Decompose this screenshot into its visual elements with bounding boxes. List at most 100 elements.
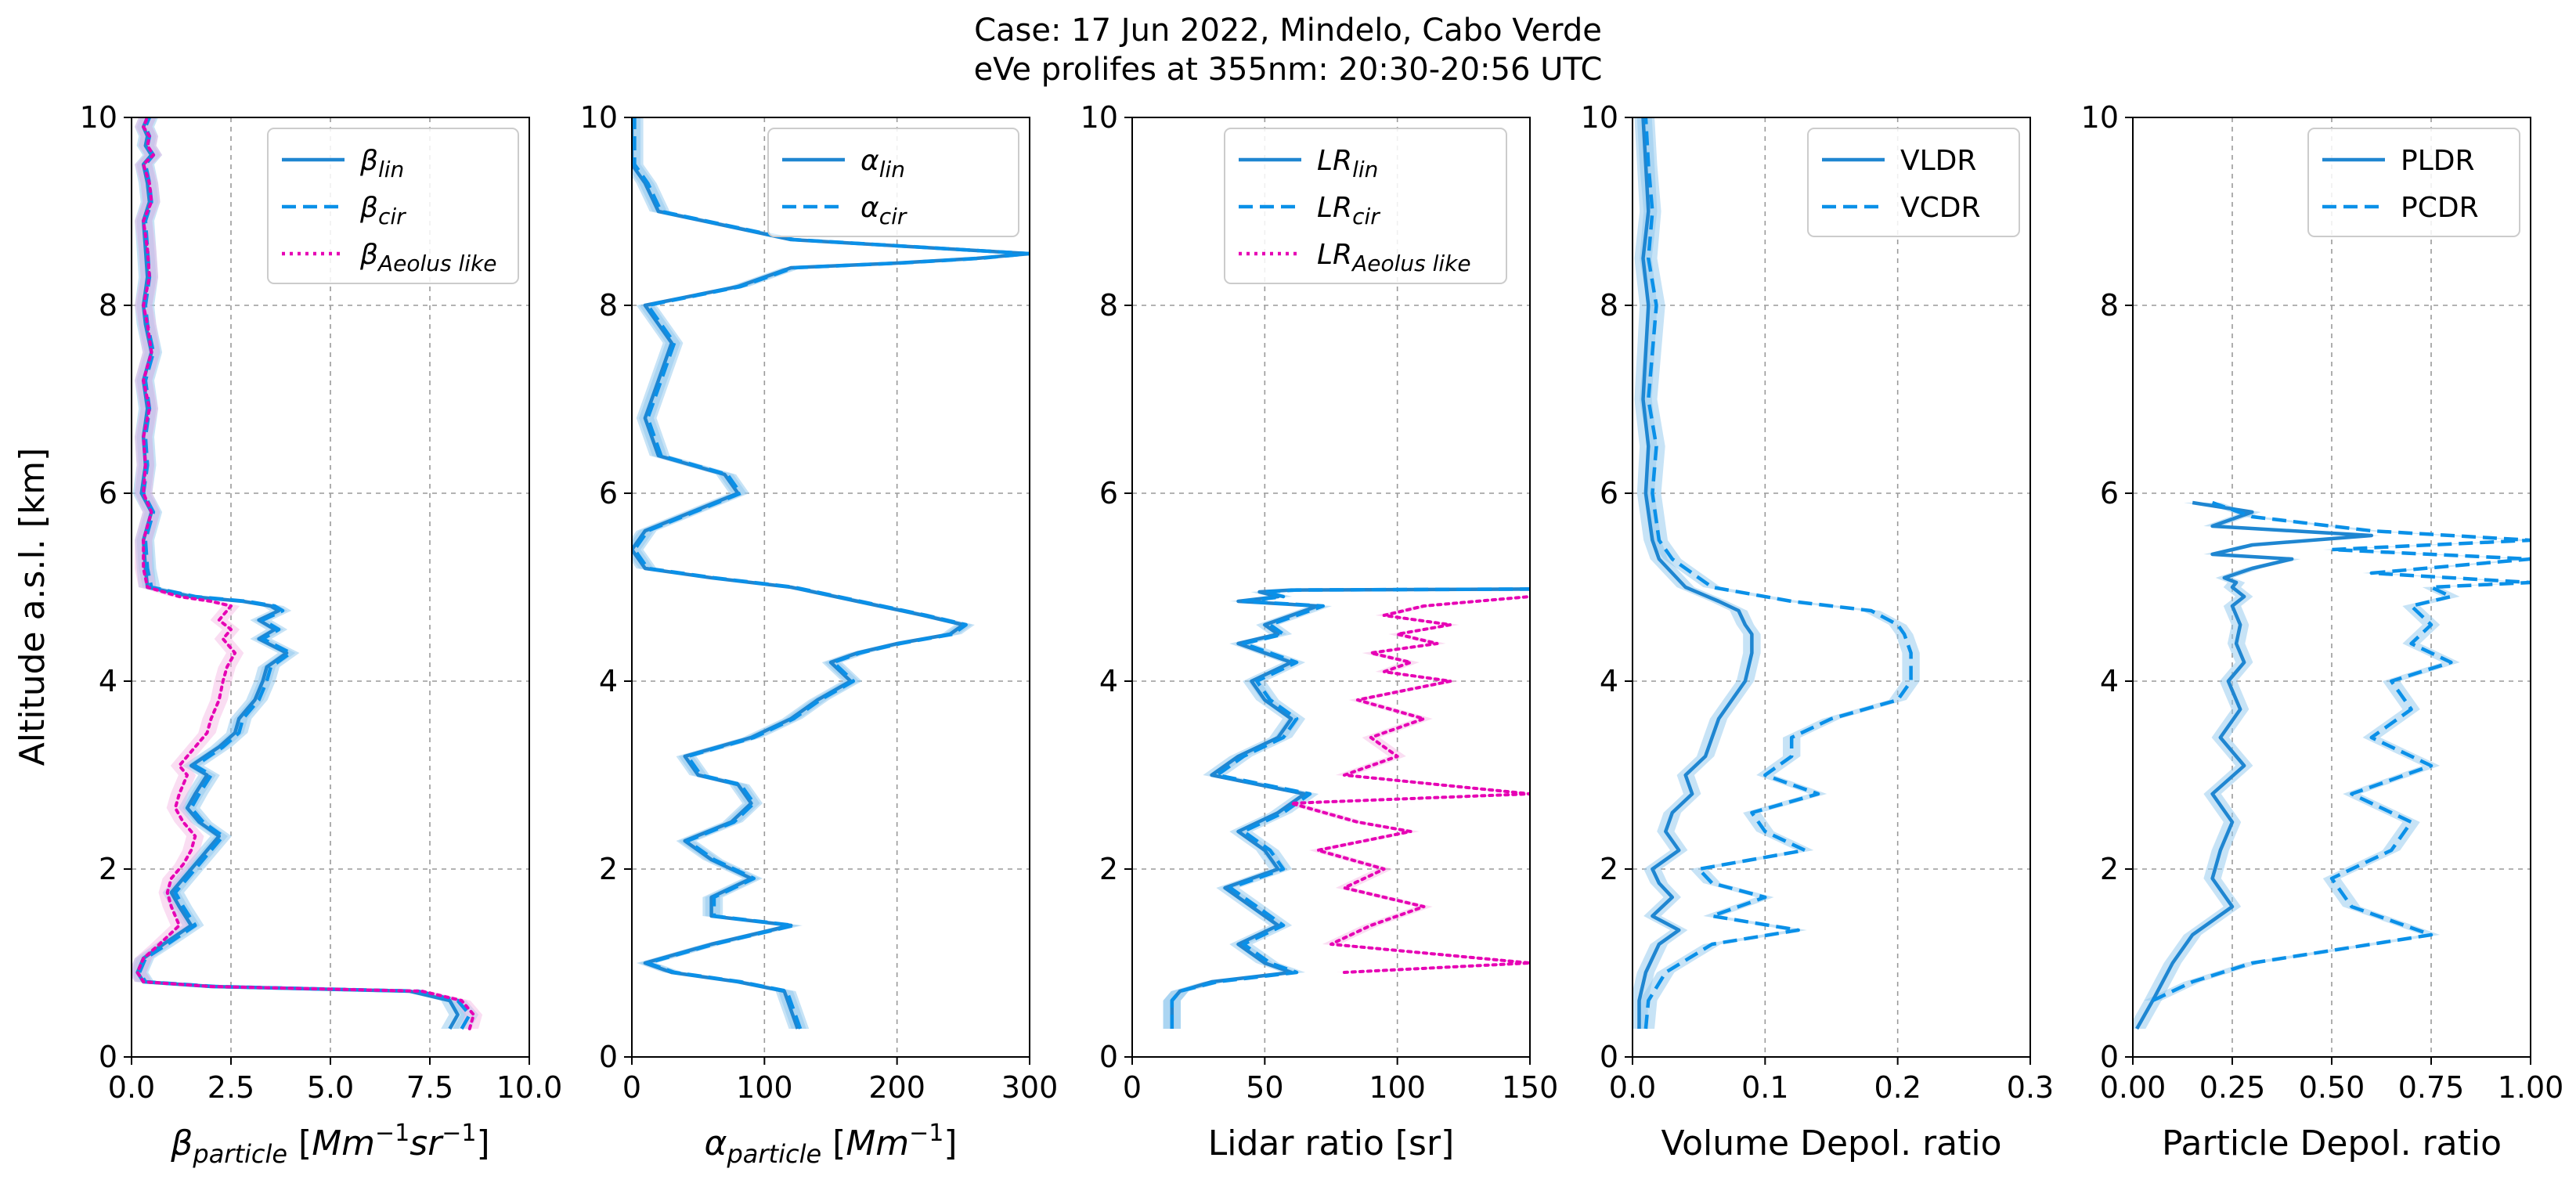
y-tick-label: 0 [1099,1040,1118,1074]
y-tick-label: 2 [99,852,117,886]
legend-label: PLDR [2401,145,2475,177]
y-tick-label: 2 [599,852,618,886]
series-group [1163,587,1530,1029]
chart-panel-volume_depol: 0.0 0.1 0.2 0.3 0 2 4 6 8 10 Volume Depol. ratio VL… [1581,100,2055,1163]
legend-label-symbol: β [359,145,378,177]
legend-label: αlin [860,145,905,182]
plot-frame [631,117,1030,1058]
x-tick-label: 50 [1246,1070,1283,1105]
series-line-0 [2135,500,2374,1030]
x-tick-label: 0.1 [1741,1070,1788,1105]
legend-box [767,128,1019,237]
y-tick-label: 8 [99,288,117,323]
series-line-0 [1170,587,1530,1029]
legend-label-sub: cir [378,204,406,229]
legend-label: VLDR [1900,145,1976,177]
y-tick-label: 8 [599,288,618,323]
plot-frame [1131,117,1531,1058]
legend-label: βAeolus like [359,239,497,276]
y-tick-label: 4 [599,664,618,698]
legend-label-sub: lin [879,157,905,182]
legend: VLDR VCDR [1807,128,2020,237]
x-tick-label: 10.0 [496,1070,563,1105]
series-group [2133,500,2531,1030]
x-axis-label-exp2: −1 [442,1120,476,1147]
series-line-1 [1170,587,1530,1029]
legend-label: βcir [359,192,406,229]
x-axis-label-close: ] [943,1123,957,1163]
series-group [632,117,1030,1030]
legend-box [1224,128,1507,284]
uncertainty-band [1163,589,1530,1029]
x-axis-label-open: [ [287,1123,312,1163]
x-tick-label: 7.5 [406,1070,453,1105]
legend-label: LRlin [1317,145,1378,182]
uncertainty-band [2133,503,2380,1029]
x-tick-label: 150 [1502,1070,1559,1105]
legend-label-sub: lin [378,157,404,182]
uncertainty-band [1636,117,1920,1029]
x-tick-label: 0.50 [2299,1070,2365,1105]
legend-label: LRcir [1317,192,1380,229]
y-tick-label: 6 [599,476,618,510]
legend-box [2307,128,2520,237]
x-axis-label: Volume Depol. ratio [1661,1123,2001,1163]
x-axis-label: βparticle [Mm−1sr−1] [170,1120,489,1169]
legend-label-sub: cir [879,204,907,229]
x-tick-label: 0.2 [1874,1070,1921,1105]
legend-label: αcir [860,192,907,229]
x-tick-label: 100 [736,1070,793,1105]
x-axis-label-sub: particle [192,1139,287,1169]
legend-label: βlin [359,145,404,182]
series-line-2 [1290,595,1530,974]
legend-label-sub: Aeolus like [1351,251,1471,276]
x-axis-label: Particle Depol. ratio [2162,1123,2502,1163]
legend-label-symbol: α [860,192,879,224]
y-tick-label: 4 [99,664,117,698]
legend-label-symbol: β [359,192,378,224]
y-tick-label: 8 [1099,288,1118,323]
y-tick-label: 0 [99,1040,117,1074]
uncertainty-band [1163,589,1530,1029]
x-tick-label: 1.00 [2498,1070,2564,1105]
x-axis-label-exp1: −1 [909,1120,943,1147]
x-axis-label-close: ] [477,1123,490,1163]
y-tick-label: 2 [2100,852,2119,886]
y-tick-label: 6 [1099,476,1118,510]
x-tick-label: 0 [622,1070,641,1105]
figure-title-line-1: Case: 17 Jun 2022, Mindelo, Cabo Verde [974,13,1602,49]
plot-frame [1632,117,2031,1058]
y-tick-label: 10 [80,100,117,135]
legend-label-symbol: α [860,145,879,177]
x-tick-label: 0.3 [2007,1070,2054,1105]
series-line-1 [1643,117,1913,1030]
x-axis-label-symbol: α [704,1123,727,1163]
legend-label-sub: Aeolus like [377,251,497,276]
series-line-1 [633,117,1030,1030]
y-tick-label: 10 [1081,100,1118,135]
legend-label: PCDR [2401,192,2479,224]
x-tick-label: 300 [1001,1070,1059,1105]
series-line-0 [632,117,1030,1030]
x-axis-label-sub: particle [726,1139,821,1169]
uncertainty-band [2144,503,2531,1001]
figure-title-line-2: eVe prolifes at 355nm: 20:30-20:56 UTC [974,52,1603,88]
y-tick-label: 4 [1099,664,1118,698]
y-tick-label: 6 [99,476,117,510]
x-axis-label-exp1: −1 [375,1120,409,1147]
legend-label: VCDR [1900,192,1981,224]
x-tick-label: 200 [868,1070,925,1105]
x-tick-label: 0.00 [2100,1070,2167,1105]
y-tick-label: 10 [2081,100,2119,135]
x-tick-label: 100 [1369,1070,1426,1105]
x-tick-label: 0.0 [1609,1070,1656,1105]
y-tick-label: 4 [2100,664,2119,698]
x-tick-label: 0.75 [2398,1070,2465,1105]
